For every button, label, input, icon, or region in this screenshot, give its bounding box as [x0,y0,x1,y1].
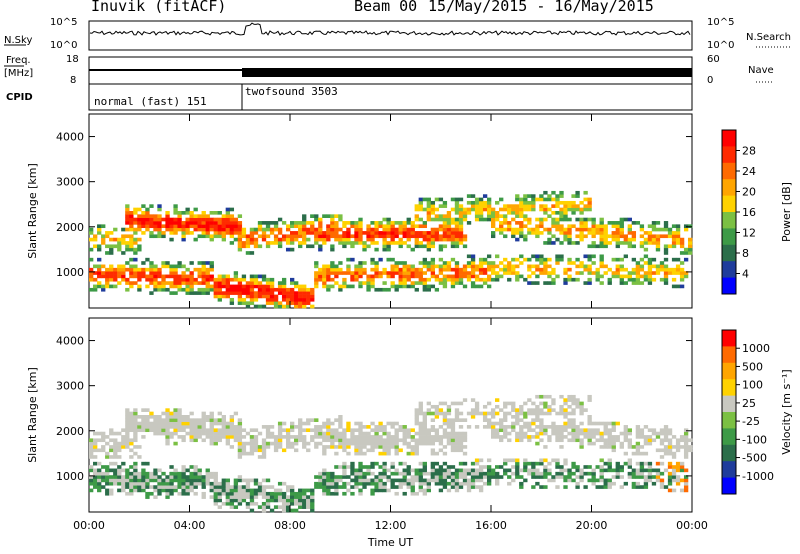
colorbar-tick: 4 [742,268,749,281]
nsearch-tick-top: 10^5 [707,17,734,28]
x-tick-label: 04:00 [174,519,206,532]
y-tick-label: 2000 [56,221,84,234]
nsearch-tick-bottom: 10^0 [707,40,734,51]
colorbar-label: Power [dB] [780,182,793,242]
nsky-label: N.Sky [4,35,32,46]
nave-tick-bottom: 0 [707,75,713,86]
nsky-trace [89,22,691,36]
cpid-panel: CPID normal (fast) 151 twofsound 3503 [6,83,693,111]
cpid-label: CPID [6,92,33,103]
freq-tick-top: 18 [66,54,79,65]
beam-title: Beam 00 [354,0,418,15]
colorbar-tick: 25 [742,397,756,410]
velocity-colorbar [721,329,737,495]
colorbar-tick: -100 [742,433,767,446]
x-tick-label: 08:00 [274,519,306,532]
cpid-mode-twofsound: twofsound 3503 [245,85,338,98]
x-tick-label: 00:00 [676,519,708,532]
nave-tick-top: 60 [707,54,720,65]
x-tick-label: 16:00 [475,519,507,532]
colorbar-tick: 100 [742,379,763,392]
y-tick-label: 2000 [56,425,84,438]
freq-tick-bottom: 8 [70,75,76,86]
freq-trace-twofsound [242,68,692,77]
y-axis-label: Slant Range [km] [26,163,39,259]
colorbar-tick: 8 [742,247,749,260]
colorbar-tick: 500 [742,360,763,373]
y-tick-label: 1000 [56,266,84,279]
colorbar-tick: -500 [742,452,767,465]
y-tick-label: 3000 [56,176,84,189]
freq-unit: [MHz] [4,68,33,79]
y-tick-label: 1000 [56,470,84,483]
colorbar-label: Velocity [m s⁻¹] [780,369,793,454]
freq-label: Freq. [6,55,31,66]
velocity-heatmap [89,394,693,513]
x-tick-label: 00:00 [73,519,105,532]
y-tick-label: 4000 [56,335,84,348]
nsky-tick-bottom: 10^0 [50,40,77,51]
date-range-title: 15/May/2015 - 16/May/2015 [428,0,654,15]
colorbar-tick: 12 [742,227,756,240]
x-tick-label: 12:00 [375,519,407,532]
colorbar-tick: 28 [742,145,756,158]
power-heatmap [89,190,693,309]
colorbar-tick: -1000 [742,470,774,483]
y-tick-label: 3000 [56,380,84,393]
nsky-tick-top: 10^5 [50,17,77,28]
station-title: Inuvik (fitACF) [91,0,227,15]
nsky-panel: N.Sky 10^5 10^0 10^5 10^0 N.Search [4,17,791,51]
x-tick-label: 20:00 [576,519,608,532]
nave-label: Nave [748,65,774,76]
colorbar-tick: 24 [742,165,756,178]
cpid-mode-normal: normal (fast) 151 [94,95,207,108]
colorbar-tick: 1000 [742,342,770,355]
nsearch-label: N.Search [746,32,791,43]
colorbar-tick: 20 [742,186,756,199]
colorbar-tick: 16 [742,206,756,219]
y-axis-label: Slant Range [km] [26,367,39,463]
freq-panel: Freq. [MHz] 18 8 60 0 Nave [4,54,774,86]
x-axis-label: Time UT [367,536,413,549]
colorbar-tick: -25 [742,415,760,428]
y-tick-label: 4000 [56,131,84,144]
